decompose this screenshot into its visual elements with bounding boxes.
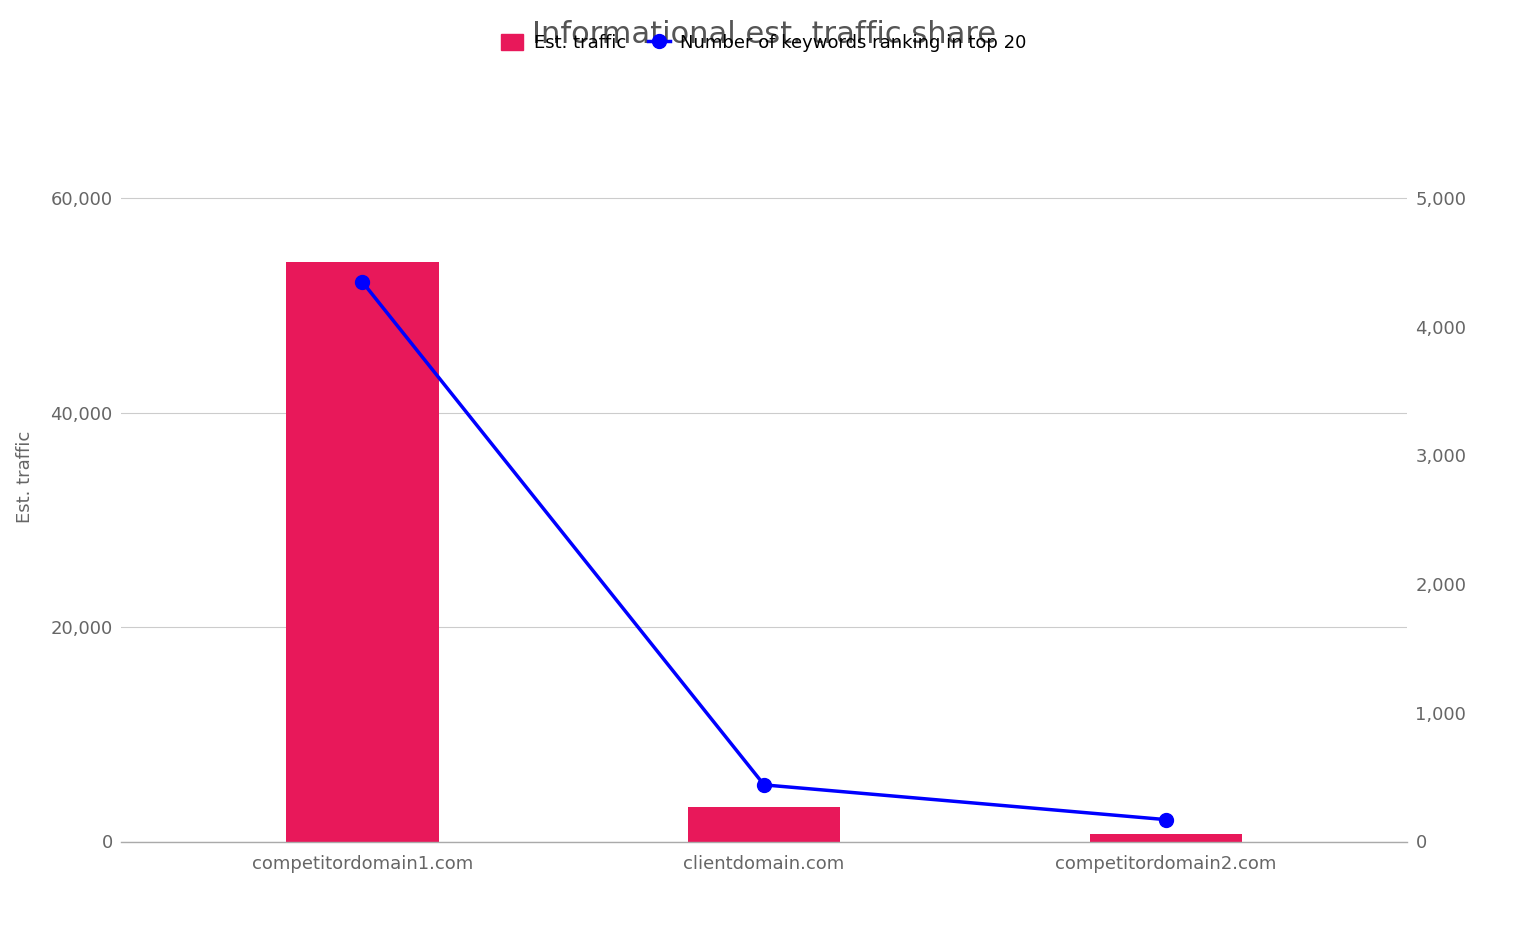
Bar (1089, 834, 1242, 842)
Legend: Est. traffic, Number of keywords ranking in top 20: Est. traffic, Number of keywords ranking… (495, 26, 1033, 59)
Y-axis label: Est. traffic: Est. traffic (15, 431, 33, 523)
Bar (688, 807, 840, 842)
Title: Informational est. traffic share: Informational est. traffic share (533, 20, 996, 49)
Bar (286, 263, 439, 842)
